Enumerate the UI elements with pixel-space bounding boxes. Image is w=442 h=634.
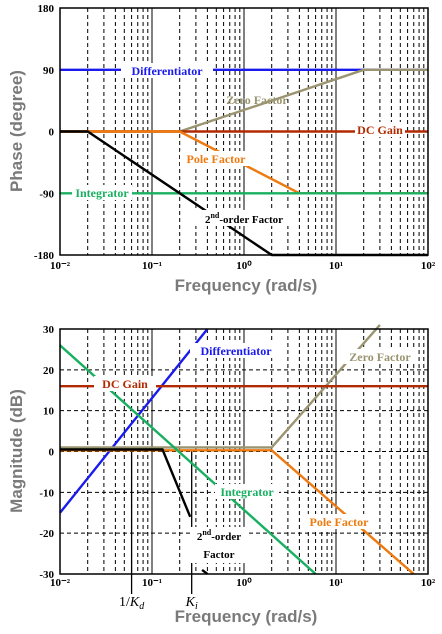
x-tick-label: 10⁰ xyxy=(236,577,252,589)
x-tick-label: 10⁰ xyxy=(236,260,252,272)
phase-x-axis-label: Frequency (rad/s) xyxy=(175,276,318,295)
marker-label: Ki xyxy=(185,595,198,612)
phase-y-tick-labels: 180 90 0 -90 -180 xyxy=(34,3,55,262)
magnitude-x-tick-labels: 10⁻² 10⁻¹ 10⁰ 10¹ 10² xyxy=(50,577,436,589)
mag-differentiator-label-bg xyxy=(190,343,282,358)
mag-dc-gain-label-bg xyxy=(94,376,156,391)
pole-factor-label-bg xyxy=(180,151,254,166)
y-tick-label: -180 xyxy=(34,250,55,262)
phase-x-tick-labels: 10⁻² 10⁻¹ 10⁰ 10¹ 10² xyxy=(50,260,436,272)
phase-plot: 180 90 0 -90 -180 10⁻² 10⁻¹ 10⁰ 10¹ 10² Frequenc… xyxy=(7,3,436,295)
magnitude-label-second-order-line1: 2nd-order xyxy=(197,528,241,543)
y-tick-label: 90 xyxy=(43,65,55,77)
y-tick-label: 30 xyxy=(43,324,55,336)
differentiator-label-bg xyxy=(121,63,213,78)
mag-integrator-label-bg xyxy=(215,484,279,499)
series-zero-factor xyxy=(60,324,381,449)
x-tick-label: 10⁻¹ xyxy=(142,577,162,589)
phase-plot-frame xyxy=(59,7,429,256)
y-tick-label: -90 xyxy=(39,188,54,200)
x-tick-label: 10¹ xyxy=(329,260,343,272)
magnitude-label-second-order-line2: Factor xyxy=(203,549,234,561)
phase-label-dc-gain: DC Gain xyxy=(357,123,403,137)
series-second-order xyxy=(60,448,192,518)
y-tick-label: 0 xyxy=(49,127,55,139)
phase-label-integrator: Integrator xyxy=(75,186,129,200)
magnitude-plot-frame xyxy=(59,328,429,575)
y-tick-label: 180 xyxy=(38,3,55,15)
magnitude-y-axis-label: Magnitude (dB) xyxy=(7,389,26,513)
x-tick-label: 10¹ xyxy=(329,577,343,589)
phase-label-differentiator: Differentiator xyxy=(131,64,203,78)
x-tick-label: 10² xyxy=(421,260,436,272)
phase-label-zero-factor: Zero Factor xyxy=(226,93,288,107)
magnitude-markers: 1/Kd Ki xyxy=(119,451,198,612)
x-tick-label: 10⁻² xyxy=(50,260,71,272)
magnitude-label-dc-gain: DC Gain xyxy=(102,377,148,391)
phase-label-second-order: 2nd-order Factor xyxy=(205,211,283,226)
y-tick-label: -20 xyxy=(39,528,54,540)
x-tick-label: 10⁻² xyxy=(50,577,71,589)
magnitude-label-pole-factor: Pole Factor xyxy=(310,515,370,529)
integrator-label-bg xyxy=(72,185,132,200)
series-differentiator xyxy=(59,328,209,514)
y-tick-label: 20 xyxy=(43,365,55,377)
magnitude-x-axis-label: Frequency (rad/s) xyxy=(175,607,318,626)
y-tick-label: 0 xyxy=(49,447,55,459)
dc-gain-label-bg xyxy=(355,122,405,137)
mag-second-order-label-bg xyxy=(190,527,248,563)
magnitude-label-differentiator: Differentiator xyxy=(200,344,272,358)
phase-y-axis-label: Phase (degree) xyxy=(7,70,26,192)
marker-label: 1/Kd xyxy=(119,595,145,612)
x-tick-label: 10² xyxy=(421,577,436,589)
y-tick-label: -30 xyxy=(39,569,54,581)
magnitude-label-integrator: Integrator xyxy=(220,485,274,499)
second-order-label-bg xyxy=(190,210,298,226)
phase-label-pole-factor: Pole Factor xyxy=(187,152,247,166)
y-tick-label: 10 xyxy=(43,406,55,418)
mag-pole-factor-label-bg xyxy=(302,514,376,529)
mag-zero-factor-label-bg xyxy=(343,349,418,364)
x-tick-label: 10⁻¹ xyxy=(142,260,162,272)
y-tick-label: -10 xyxy=(39,487,54,499)
magnitude-y-tick-labels: 30 20 10 0 -10 -20 -30 xyxy=(39,324,54,581)
magnitude-label-zero-factor: Zero Factor xyxy=(349,350,411,364)
